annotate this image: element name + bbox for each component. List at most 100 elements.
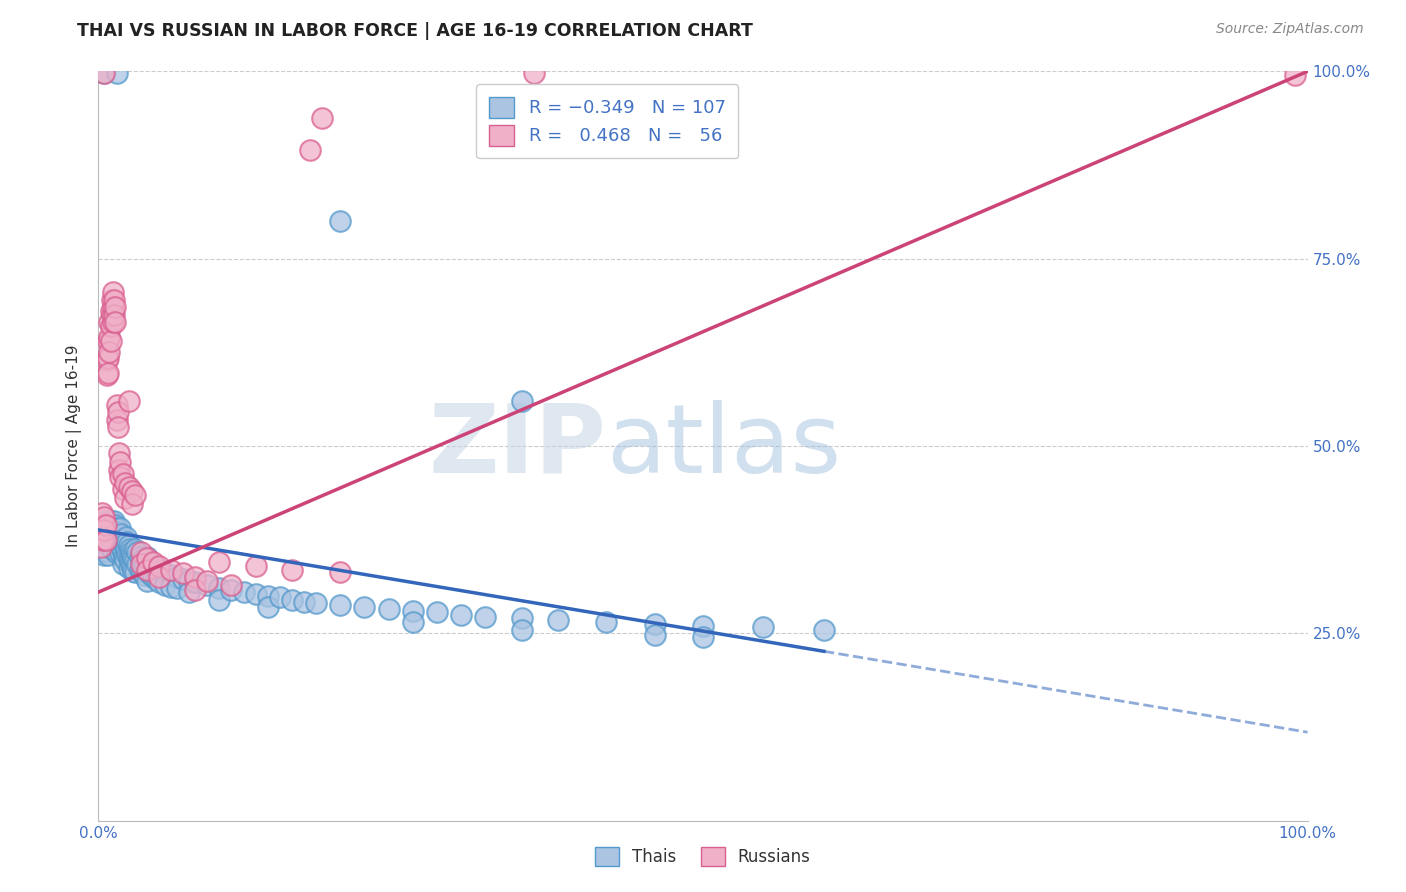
Point: [402, 615, 425, 629]
Point: [135, 563, 157, 577]
Point: [91, 544, 114, 558]
Point: [96, 517, 118, 532]
Point: [128, 549, 150, 564]
Point: [117, 548, 139, 562]
Point: [184, 575, 207, 590]
Point: [179, 574, 201, 588]
Point: [124, 565, 146, 579]
Point: [97, 334, 120, 348]
Point: [105, 546, 128, 560]
Point: [160, 567, 183, 582]
Point: [118, 553, 141, 567]
Point: [122, 551, 145, 566]
Point: [131, 565, 153, 579]
Point: [148, 558, 170, 573]
Point: [91, 533, 114, 547]
Point: [256, 589, 278, 603]
Point: [101, 521, 124, 535]
Point: [91, 544, 114, 558]
Point: [692, 619, 714, 633]
Point: [94, 521, 117, 535]
Point: [108, 470, 131, 484]
Point: [138, 555, 160, 569]
Point: [108, 541, 131, 556]
Point: [510, 611, 533, 625]
Point: [91, 517, 114, 532]
Point: [145, 560, 167, 574]
Point: [96, 540, 118, 554]
Point: [111, 533, 134, 547]
Point: [813, 623, 835, 637]
Point: [121, 498, 143, 512]
Point: [166, 582, 188, 596]
Point: [1284, 68, 1306, 82]
Text: atlas: atlas: [606, 400, 841, 492]
Point: [105, 535, 128, 549]
Legend: Thais, Russians: Thais, Russians: [589, 840, 817, 873]
Point: [100, 536, 122, 550]
Point: [96, 352, 118, 367]
Point: [208, 555, 231, 569]
Point: [134, 558, 156, 572]
Point: [98, 533, 121, 547]
Point: [100, 308, 122, 322]
Point: [117, 535, 139, 549]
Point: [135, 563, 157, 577]
Point: [104, 530, 127, 544]
Point: [523, 66, 546, 80]
Point: [105, 66, 128, 80]
Point: [256, 600, 278, 615]
Point: [114, 476, 136, 491]
Point: [160, 580, 183, 594]
Point: [96, 368, 118, 382]
Point: [135, 549, 157, 564]
Point: [100, 514, 122, 528]
Point: [135, 574, 157, 588]
Point: [98, 330, 121, 344]
Point: [329, 214, 352, 228]
Point: [112, 549, 135, 564]
Point: [311, 111, 333, 125]
Point: [145, 573, 167, 587]
Point: [108, 546, 131, 560]
Point: [245, 558, 267, 573]
Point: [510, 623, 533, 637]
Legend: R = −0.349   N = 107, R =   0.468   N =   56: R = −0.349 N = 107, R = 0.468 N = 56: [477, 84, 738, 159]
Point: [134, 567, 156, 582]
Point: [118, 394, 141, 409]
Point: [112, 536, 135, 550]
Point: [124, 488, 146, 502]
Text: THAI VS RUSSIAN IN LABOR FORCE | AGE 16-19 CORRELATION CHART: THAI VS RUSSIAN IN LABOR FORCE | AGE 16-…: [77, 22, 754, 40]
Point: [107, 405, 129, 419]
Point: [93, 66, 115, 80]
Point: [97, 514, 120, 528]
Point: [138, 566, 160, 581]
Point: [114, 553, 136, 567]
Point: [93, 66, 115, 80]
Point: [101, 315, 124, 329]
Point: [100, 304, 122, 318]
Point: [97, 351, 120, 365]
Point: [105, 398, 128, 412]
Point: [104, 517, 127, 532]
Point: [100, 319, 122, 334]
Point: [184, 570, 207, 584]
Point: [135, 551, 157, 566]
Point: [128, 563, 150, 577]
Point: [98, 521, 121, 535]
Point: [98, 345, 121, 359]
Point: [93, 510, 115, 524]
Point: [644, 617, 666, 632]
Point: [120, 545, 142, 559]
Point: [118, 549, 141, 564]
Point: [90, 521, 112, 535]
Point: [377, 602, 399, 616]
Point: [96, 529, 118, 543]
Point: [100, 530, 122, 544]
Point: [547, 613, 569, 627]
Point: [166, 570, 188, 584]
Point: [90, 536, 112, 550]
Point: [115, 542, 138, 557]
Point: [148, 563, 170, 577]
Point: [595, 615, 617, 629]
